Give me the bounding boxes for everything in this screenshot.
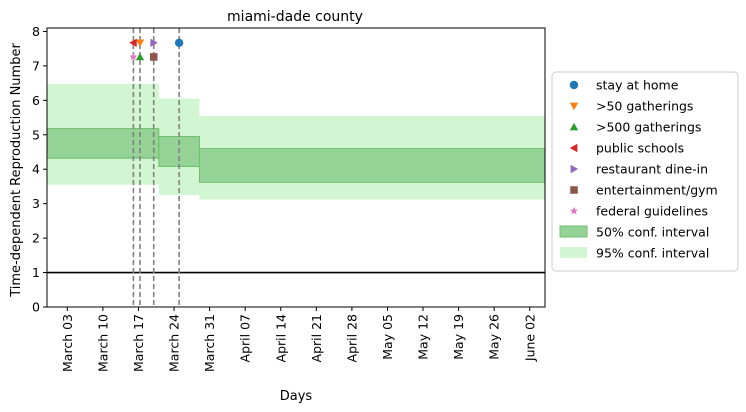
x-tick-label-4: March 31 xyxy=(202,314,217,372)
plot-frame xyxy=(46,27,546,308)
intervention-marker-2 xyxy=(135,52,145,61)
legend-marker-4 xyxy=(570,164,579,174)
x-tick-label-12: May 26 xyxy=(487,314,502,360)
confidence-bands xyxy=(46,83,546,200)
legend-marker-1 xyxy=(569,102,579,111)
y-tick-label-0: 0 xyxy=(32,300,40,315)
legend-label-2: >500 gatherings xyxy=(596,120,701,135)
intervention-lines xyxy=(132,28,180,307)
legend-marker-2 xyxy=(569,122,579,131)
intervention-marker-0 xyxy=(174,38,184,48)
x-tick-label-5: April 07 xyxy=(238,314,253,362)
legend: stay at home >50 gatherings >500 gathering… xyxy=(551,71,739,272)
x-axis: March 03 March 10 March 17 March 24 March 31… xyxy=(60,307,537,372)
x-tick-label-7: April 21 xyxy=(309,314,324,362)
y-tick-label-6: 6 xyxy=(32,93,40,108)
x-axis-label: Days xyxy=(280,389,313,404)
intervention-marker-4 xyxy=(150,38,158,48)
legend-marker-3 xyxy=(569,143,578,153)
intervention-marker-1 xyxy=(135,39,145,48)
y-tick-label-3: 3 xyxy=(32,196,40,211)
legend-marker-5 xyxy=(570,186,578,194)
x-tick-label-6: April 14 xyxy=(273,314,288,362)
y-tick-label-7: 7 xyxy=(32,58,40,73)
x-tick-label-13: June 02 xyxy=(522,314,537,362)
legend-label-3: public schools xyxy=(596,141,684,156)
y-tick-label-1: 1 xyxy=(32,265,40,280)
x-tick-label-10: May 12 xyxy=(416,314,431,360)
legend-label-5: entertainment/gym xyxy=(596,183,718,198)
intervention-markers xyxy=(129,38,184,61)
ci50-segment-2 xyxy=(198,148,546,183)
legend-marker-6 xyxy=(570,206,578,215)
y-tick-label-8: 8 xyxy=(32,24,40,39)
y-tick-label-4: 4 xyxy=(32,162,40,177)
x-tick-label-2: March 17 xyxy=(131,314,146,372)
y-tick-label-2: 2 xyxy=(32,231,40,246)
legend-label-0: stay at home xyxy=(596,78,679,93)
y-axis: 0 1 2 3 4 5 6 7 8 xyxy=(32,24,47,315)
legend-swatch-ci50 xyxy=(559,225,588,238)
legend-box xyxy=(551,71,739,272)
x-tick-label-1: March 10 xyxy=(95,314,110,372)
intervention-marker-3 xyxy=(129,38,137,48)
legend-marker-0 xyxy=(569,80,579,90)
chart-title: miami-dade county xyxy=(227,9,363,25)
x-tick-label-11: May 19 xyxy=(451,314,466,360)
legend-label-ci95: 95% conf. interval xyxy=(596,246,709,261)
legend-label-ci50: 50% conf. interval xyxy=(596,225,709,240)
intervention-marker-6 xyxy=(129,52,138,61)
legend-label-4: restaurant dine-in xyxy=(596,162,708,177)
x-tick-label-8: April 28 xyxy=(344,314,359,362)
x-tick-label-3: March 24 xyxy=(167,314,182,372)
x-tick-label-0: March 03 xyxy=(60,314,75,372)
legend-label-1: >50 gatherings xyxy=(596,99,693,114)
legend-label-6: federal guidelines xyxy=(596,204,708,219)
intervention-marker-5 xyxy=(149,53,158,61)
legend-swatch-ci95 xyxy=(560,247,587,258)
y-tick-label-5: 5 xyxy=(32,127,40,142)
y-axis-label: Time-dependent Reproduction Number xyxy=(9,43,24,298)
x-tick-label-9: May 05 xyxy=(380,314,395,360)
ci50-segment-0 xyxy=(46,128,160,159)
